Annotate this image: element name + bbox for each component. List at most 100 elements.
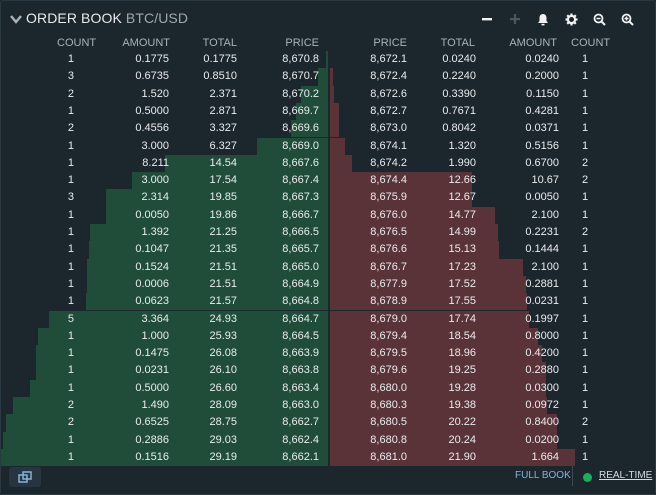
bids-total-header[interactable]: TOTAL — [202, 37, 237, 49]
bid-row[interactable]: 1 1.000 25.93 8,664.5 — [1, 328, 328, 345]
bid-price: 8,665.7 — [282, 243, 319, 256]
ask-row[interactable]: 8,672.6 0.3390 0.1150 1 — [330, 86, 656, 103]
ask-row[interactable]: 8,681.0 21.90 1.664 1 — [330, 449, 656, 466]
ask-row[interactable]: 8,680.0 19.28 0.0300 1 — [330, 380, 656, 397]
bid-row[interactable]: 1 0.5000 2.871 8,669.7 — [1, 103, 328, 120]
bid-depth-bar — [291, 120, 328, 138]
realtime-status-dot — [583, 473, 592, 482]
ask-row[interactable]: 8,679.0 17.74 0.1997 1 — [330, 311, 656, 328]
ask-depth-bar — [330, 154, 352, 173]
bid-row[interactable]: 3 2.314 19.85 8,667.3 — [1, 189, 328, 206]
bid-row[interactable]: 1 3.000 6.327 8,669.0 — [1, 138, 328, 155]
ask-price: 8,680.0 — [370, 381, 407, 394]
bid-amount: 0.1475 — [135, 347, 169, 360]
ask-row[interactable]: 8,676.7 17.23 2.100 1 — [330, 259, 656, 276]
ask-row[interactable]: 8,672.4 0.2240 0.2000 1 — [330, 68, 656, 85]
bid-count: 1 — [67, 277, 74, 290]
bid-row[interactable]: 1 0.1475 26.08 8,663.9 — [1, 345, 328, 362]
bid-row[interactable]: 1 0.5000 26.60 8,663.4 — [1, 380, 328, 397]
ask-row[interactable]: 8,673.0 0.8042 0.0371 1 — [330, 120, 656, 137]
ask-row[interactable]: 8,674.1 1.320 0.5156 1 — [330, 138, 656, 155]
ask-row[interactable]: 8,679.4 18.54 0.8000 1 — [330, 328, 656, 345]
bid-row[interactable]: 1 0.0006 21.51 8,664.9 — [1, 276, 328, 293]
bid-row[interactable]: 1 0.0623 21.57 8,664.8 — [1, 293, 328, 310]
ask-row[interactable]: 8,680.8 20.24 0.0200 1 — [330, 432, 656, 449]
bid-row[interactable]: 1 1.392 21.25 8,666.5 — [1, 224, 328, 241]
bid-depth-bar — [296, 102, 328, 121]
full-book-link[interactable]: FULL BOOK — [515, 470, 571, 481]
increase-precision-icon[interactable] — [501, 10, 529, 28]
bid-total: 2.871 — [209, 104, 237, 117]
bid-amount: 1.392 — [141, 226, 169, 238]
bid-row[interactable]: 1 0.2886 29.03 8,662.4 — [1, 432, 328, 449]
ask-row[interactable]: 8,680.3 19.38 0.0972 1 — [330, 397, 656, 414]
bid-depth-bar — [132, 172, 328, 190]
bid-price: 8,665.0 — [282, 260, 319, 273]
bid-count: 1 — [67, 260, 74, 273]
bid-row[interactable]: 2 1.490 28.09 8,663.0 — [1, 397, 328, 414]
bid-amount: 0.1047 — [135, 243, 169, 256]
ask-row[interactable]: 8,674.4 12.66 10.67 2 — [330, 172, 656, 189]
ask-row[interactable]: 8,679.5 18.96 0.4200 1 — [330, 345, 656, 362]
zoom-out-icon[interactable] — [585, 10, 613, 28]
ask-row[interactable]: 8,676.6 15.13 0.1444 1 — [330, 241, 656, 258]
ask-row[interactable]: 8,676.5 14.99 0.2231 2 — [330, 224, 656, 241]
bid-row[interactable]: 2 0.4556 3.327 8,669.6 — [1, 120, 328, 137]
bid-row[interactable]: 1 8.211 14.54 8,667.6 — [1, 155, 328, 172]
bids-price-header[interactable]: PRICE — [285, 37, 319, 49]
ask-amount: 0.1997 — [525, 312, 559, 325]
bid-row[interactable]: 1 0.1775 0.1775 8,670.8 — [1, 51, 328, 68]
bid-row[interactable]: 1 0.1516 29.19 8,662.1 — [1, 449, 328, 466]
bid-count: 1 — [67, 139, 74, 152]
bell-icon[interactable] — [529, 10, 557, 28]
realtime-link[interactable]: REAL-TIME — [599, 470, 653, 481]
zoom-in-icon[interactable] — [613, 10, 641, 28]
ask-price: 8,679.6 — [370, 364, 407, 377]
asks-total-header[interactable]: TOTAL — [440, 37, 475, 49]
ask-amount: 0.8000 — [525, 329, 559, 342]
bid-row[interactable]: 2 1.520 2.371 8,670.2 — [1, 86, 328, 103]
ask-row[interactable]: 8,680.5 20.22 0.8400 2 — [330, 414, 656, 431]
ask-row[interactable]: 8,674.2 1.990 0.6700 2 — [330, 155, 656, 172]
ask-depth-bar — [330, 241, 499, 259]
asks-count-header[interactable]: COUNT — [571, 37, 611, 49]
bid-row[interactable]: 1 0.1047 21.35 8,665.7 — [1, 241, 328, 258]
ask-count: 1 — [582, 347, 589, 360]
ask-depth-bar — [330, 414, 557, 432]
ask-row[interactable]: 8,672.7 0.7671 0.4281 1 — [330, 103, 656, 120]
popout-button[interactable] — [9, 467, 41, 487]
ask-row[interactable]: 8,675.9 12.67 0.0050 1 — [330, 189, 656, 206]
bid-row[interactable]: 1 0.0231 26.10 8,663.8 — [1, 362, 328, 379]
panel-header: ORDER BOOK BTC/USD — [1, 1, 655, 37]
ask-price: 8,676.0 — [370, 208, 407, 221]
bid-total: 26.10 — [209, 364, 237, 377]
ask-total: 1.990 — [448, 156, 476, 169]
ask-row[interactable]: 8,678.9 17.55 0.0231 1 — [330, 293, 656, 310]
bid-depth-bar — [106, 189, 328, 207]
ask-row[interactable]: 8,672.1 0.0240 0.0240 1 — [330, 51, 656, 68]
ask-depth-bar — [330, 327, 538, 346]
bid-row[interactable]: 5 3.364 24.93 8,664.7 — [1, 311, 328, 328]
ask-row[interactable]: 8,676.0 14.77 2.100 1 — [330, 207, 656, 224]
bid-row[interactable]: 1 0.1524 21.51 8,665.0 — [1, 259, 328, 276]
bid-row[interactable]: 1 0.0050 19.86 8,666.7 — [1, 207, 328, 224]
bid-count: 1 — [67, 104, 74, 117]
ask-count: 1 — [582, 70, 589, 83]
bid-row[interactable]: 2 0.6525 28.75 8,662.7 — [1, 414, 328, 431]
ask-depth-bar — [330, 293, 527, 311]
bids-count-header[interactable]: COUNT — [57, 37, 97, 49]
bid-row[interactable]: 3 0.6735 0.8510 8,670.7 — [1, 68, 328, 85]
bid-row[interactable]: 1 3.000 17.54 8,667.4 — [1, 172, 328, 189]
asks-amount-header[interactable]: AMOUNT — [509, 37, 557, 49]
bid-amount: 2.314 — [141, 191, 169, 204]
gear-icon[interactable] — [557, 10, 585, 28]
ask-price: 8,680.3 — [370, 399, 407, 411]
ask-row[interactable]: 8,679.6 19.25 0.2880 1 — [330, 362, 656, 379]
decrease-precision-icon[interactable] — [473, 10, 501, 28]
bid-amount: 3.000 — [141, 139, 169, 152]
asks-price-header[interactable]: PRICE — [373, 37, 407, 49]
bids-amount-header[interactable]: AMOUNT — [122, 37, 170, 49]
chevron-down-icon[interactable] — [10, 14, 22, 24]
bid-depth-bar — [165, 154, 328, 173]
ask-row[interactable]: 8,677.9 17.52 0.2881 1 — [330, 276, 656, 293]
